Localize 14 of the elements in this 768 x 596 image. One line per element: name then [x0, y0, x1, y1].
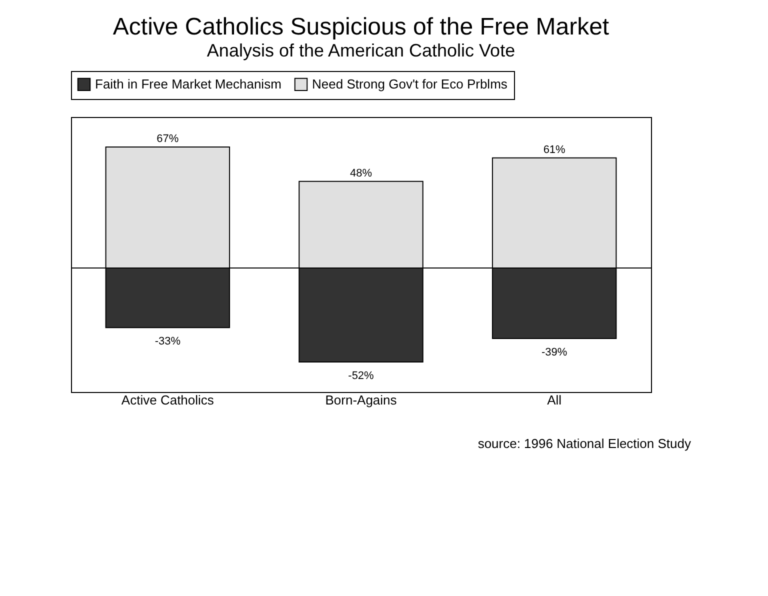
chart-subtitle: Analysis of the American Catholic Vote	[206, 40, 516, 60]
x-tick-label: Active Catholics	[121, 392, 214, 408]
chart-title: Active Catholics Suspicious of the Free Market	[112, 14, 610, 40]
data-label: -39%	[541, 346, 568, 359]
data-label: 48%	[350, 167, 372, 180]
x-tick-label: Born-Agains	[325, 392, 398, 408]
legend-label: Need Strong Gov't for Eco Prblms	[312, 76, 508, 92]
data-label: 61%	[543, 144, 566, 156]
legend-label: Faith in Free Market Mechanism	[95, 76, 282, 92]
source-note: source: 1996 National Election Study	[478, 436, 692, 451]
data-label: -52%	[348, 370, 374, 382]
data-label: -33%	[154, 336, 181, 348]
x-tick-label: All	[547, 392, 562, 408]
data-label: 67%	[156, 133, 179, 145]
